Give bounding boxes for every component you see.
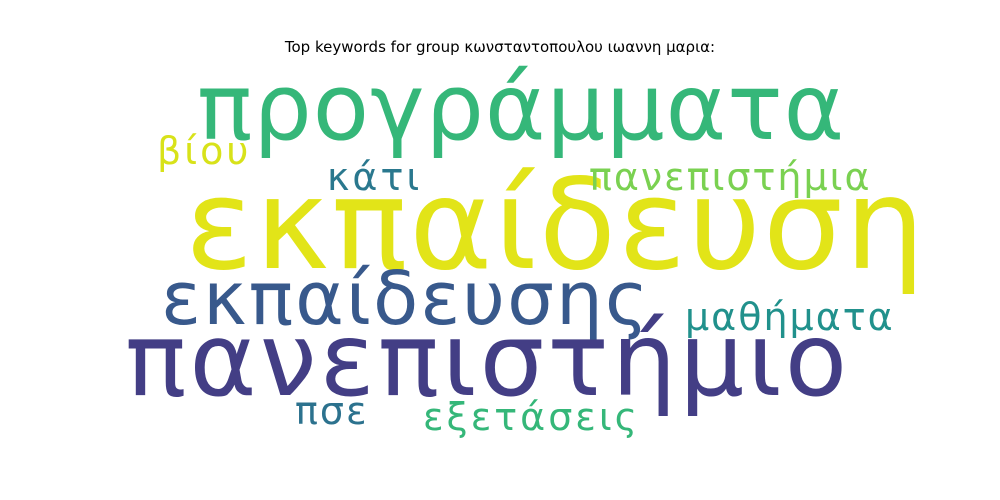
word-kati: κάτι: [327, 155, 423, 199]
word-programmata: προγράμματα: [197, 54, 846, 161]
word-panepistimio: πανεπιστήμιο: [125, 301, 851, 420]
word-viou: βίου: [157, 129, 252, 173]
word-ekpaideusi: εκπαίδευση: [185, 151, 927, 298]
figure-title: Top keywords for group κωνσταντοπουλου ι…: [284, 38, 716, 56]
word-mathimata: μαθήματα: [685, 295, 895, 339]
word-pse: πσε: [295, 389, 369, 433]
word-cloud: προγράμματα εκπαίδευση πανεπιστήμιο εκπα…: [125, 54, 925, 450]
word-ekpaideusis: εκπαίδευσης: [161, 256, 651, 342]
word-exetaseis: εξετάσεις: [423, 395, 640, 439]
word-panepistimia: πανεπιστήμια: [589, 155, 872, 199]
